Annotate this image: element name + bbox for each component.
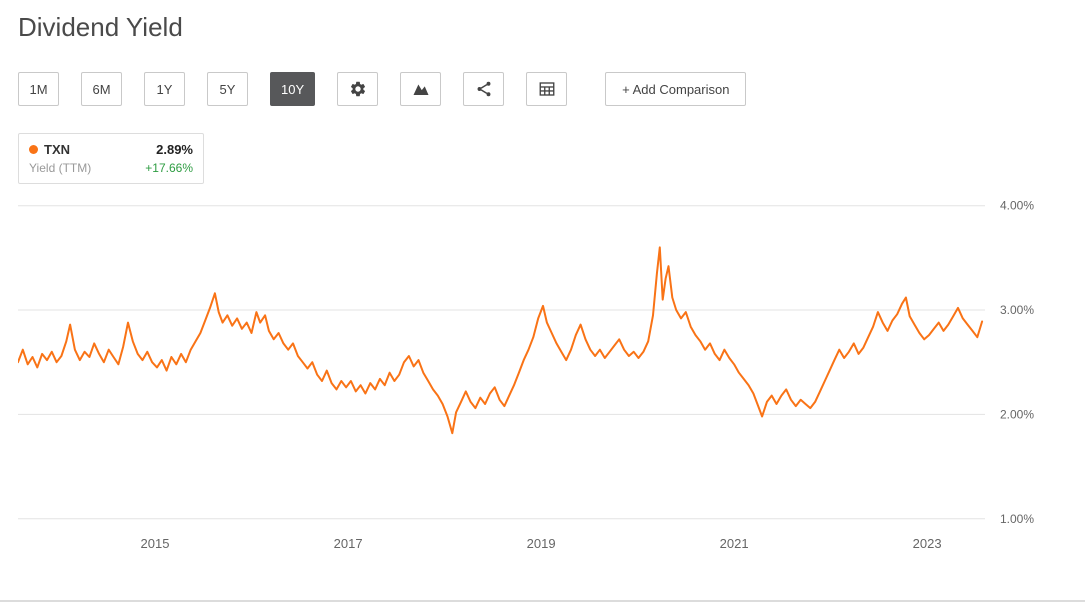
series-legend: TXN 2.89% Yield (TTM) +17.66%	[18, 133, 204, 184]
chart-toolbar: 1M 6M 1Y 5Y 10Y	[18, 72, 747, 106]
share-button[interactable]	[463, 72, 505, 106]
x-axis-label: 2015	[141, 536, 170, 551]
area-chart-icon	[412, 80, 430, 98]
y-axis-label: 2.00%	[1000, 407, 1034, 421]
metric-label: Yield (TTM)	[29, 161, 92, 175]
y-axis-label: 4.00%	[1000, 199, 1034, 213]
table-icon	[538, 80, 556, 98]
y-axis-label: 3.00%	[1000, 303, 1034, 317]
legend-row-metric: Yield (TTM) +17.66%	[29, 161, 193, 175]
share-icon	[475, 80, 493, 98]
x-axis-label: 2017	[334, 536, 363, 551]
page-title: Dividend Yield	[18, 12, 183, 42]
series-color-dot	[29, 145, 38, 154]
chart-type-button[interactable]	[400, 72, 442, 106]
yield-line	[18, 246, 984, 435]
current-yield-value: 2.89%	[156, 142, 193, 157]
gear-icon	[349, 80, 367, 98]
range-button-1m[interactable]: 1M	[18, 72, 59, 106]
range-button-1y[interactable]: 1Y	[144, 72, 185, 106]
range-button-10y[interactable]: 10Y	[270, 72, 316, 106]
x-axis-label: 2021	[720, 536, 749, 551]
range-button-6m[interactable]: 6M	[81, 72, 122, 106]
yield-line-chart[interactable]: 4.00% 3.00% 2.00% 1.00% 2015 2017 2019 2021 2023	[18, 190, 1067, 565]
x-axis-label: 2023	[913, 536, 942, 551]
range-button-5y[interactable]: 5Y	[207, 72, 248, 106]
settings-button[interactable]	[337, 72, 379, 106]
legend-row-ticker: TXN 2.89%	[29, 142, 193, 157]
table-view-button[interactable]	[526, 72, 568, 106]
chart-area[interactable]: 4.00% 3.00% 2.00% 1.00% 2015 2017 2019 2021 2023	[0, 190, 1085, 572]
x-axis-label: 2019	[527, 536, 556, 551]
change-percent: +17.66%	[145, 161, 193, 175]
ticker-symbol: TXN	[44, 142, 70, 157]
y-axis-label: 1.00%	[1000, 512, 1034, 526]
add-comparison-button[interactable]: + Add Comparison	[605, 72, 747, 106]
